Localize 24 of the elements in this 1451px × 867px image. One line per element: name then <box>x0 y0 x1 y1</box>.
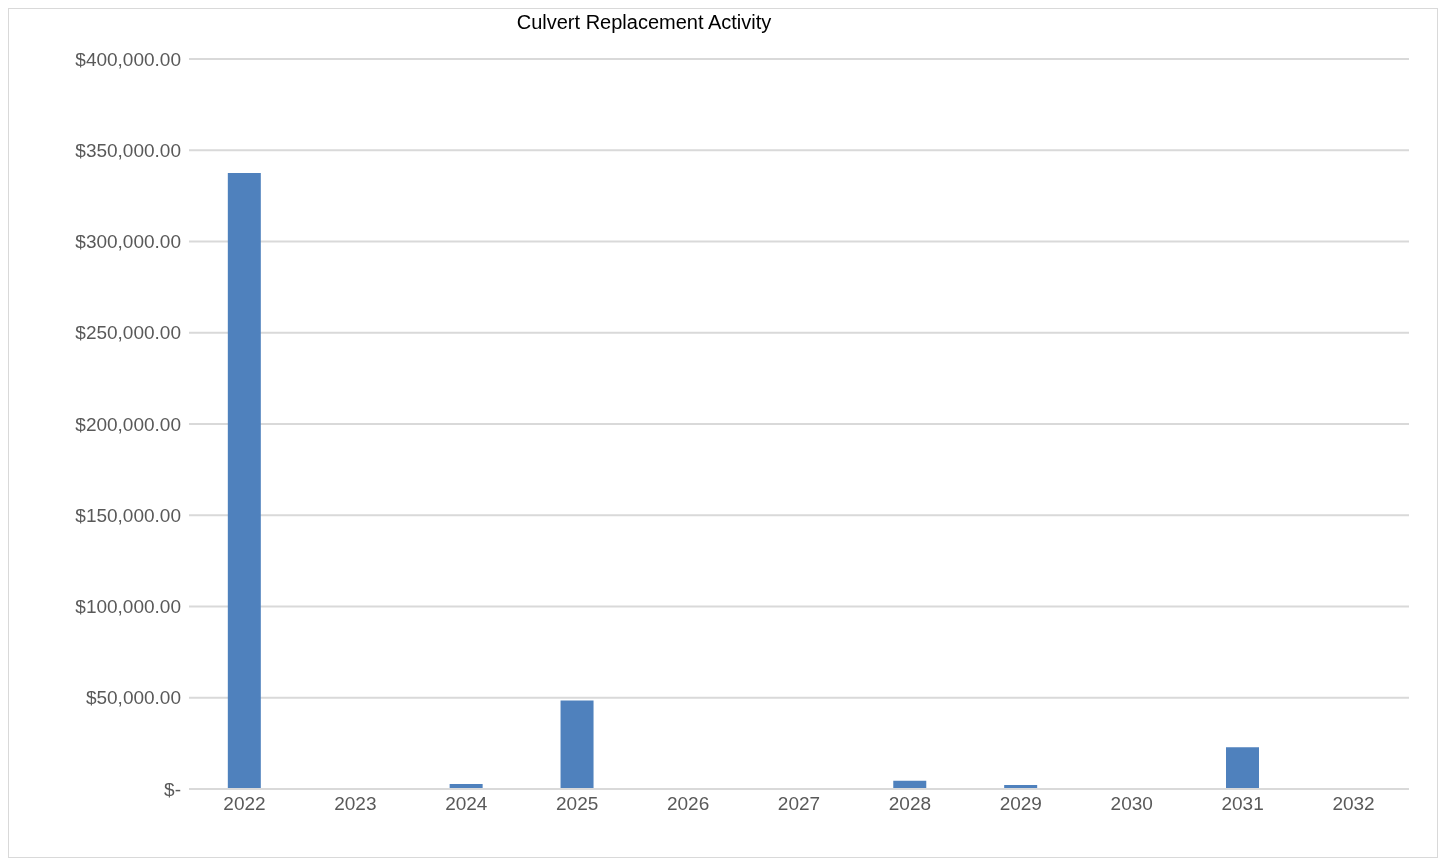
x-tick-label: 2032 <box>1332 793 1375 815</box>
x-tick-label: 2028 <box>888 793 932 815</box>
y-tick-label: $400,000.00 <box>75 48 181 70</box>
y-tick-label: $200,000.00 <box>75 413 181 435</box>
bar <box>1226 747 1259 789</box>
y-tick-label: $350,000.00 <box>75 139 181 161</box>
x-tick-label: 2031 <box>1221 793 1264 815</box>
chart-title: Culvert Replacement Activity <box>515 11 773 34</box>
x-tick-label: 2027 <box>777 793 821 815</box>
y-tick-label: $150,000.00 <box>75 504 181 526</box>
bar <box>560 700 594 789</box>
x-tick-label: 2029 <box>999 793 1042 815</box>
x-tick-label: 2023 <box>334 793 377 815</box>
y-tick-label: $300,000.00 <box>75 231 181 253</box>
x-tick-label: 2024 <box>445 793 488 815</box>
x-tick-label: 2025 <box>556 793 599 815</box>
x-tick-label: 2026 <box>666 793 710 815</box>
x-tick-label: 2022 <box>223 793 266 815</box>
y-tick-label: $100,000.00 <box>75 596 181 618</box>
y-tick-label: $- <box>164 778 181 800</box>
bar <box>227 173 261 789</box>
y-tick-label: $50,000.00 <box>85 687 181 709</box>
x-tick-label: 2030 <box>1110 793 1153 815</box>
y-tick-label: $250,000.00 <box>75 322 181 344</box>
